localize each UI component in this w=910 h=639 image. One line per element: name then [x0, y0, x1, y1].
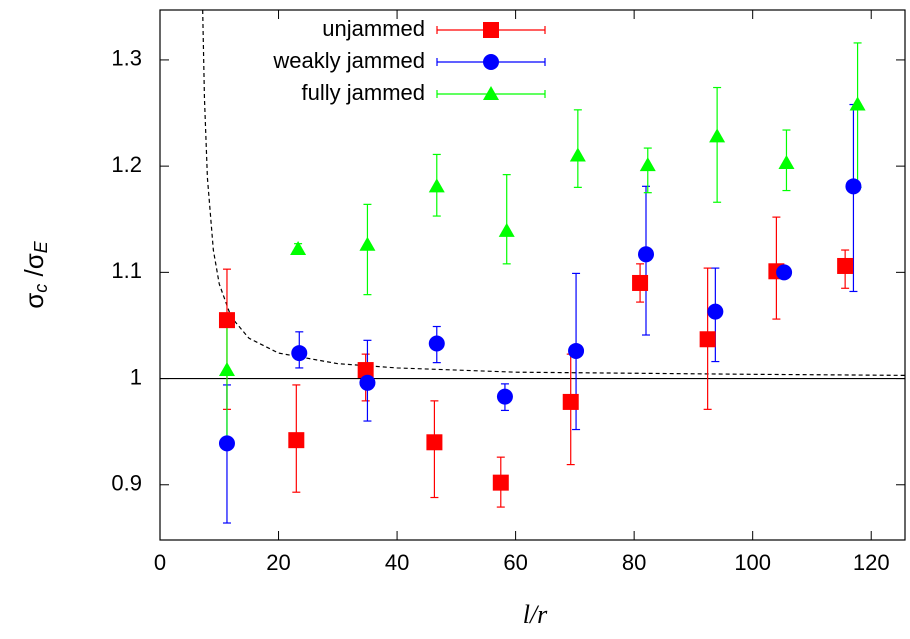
error-bar: [853, 42, 862, 188]
x-tick-label: 40: [385, 550, 409, 575]
x-tick-label: 80: [622, 550, 646, 575]
marker: [288, 432, 305, 449]
y-label-part: σ: [19, 293, 49, 309]
marker: [218, 362, 235, 377]
marker: [707, 303, 724, 320]
marker: [637, 246, 654, 263]
x-axis-label: l/r: [523, 600, 548, 629]
marker: [568, 342, 585, 359]
x-label-part: l: [523, 600, 530, 629]
x-tick-label: 120: [853, 550, 890, 575]
error-bar: [222, 319, 231, 441]
legend-label: unjammed: [322, 16, 425, 41]
x-label-part: /: [528, 600, 540, 629]
legend-marker: [483, 22, 499, 38]
marker: [426, 434, 443, 451]
marker: [849, 96, 866, 111]
marker: [357, 362, 374, 379]
y-tick-label: 1.3: [111, 46, 142, 71]
legend-label: fully jammed: [302, 80, 425, 105]
y-label-part: c: [31, 284, 51, 293]
legend-marker: [483, 86, 499, 100]
plot-area: [160, 10, 905, 524]
marker: [496, 388, 513, 405]
marker: [428, 178, 445, 193]
marker: [632, 274, 649, 291]
marker: [428, 335, 445, 352]
marker: [699, 331, 716, 348]
error-bar: [502, 174, 511, 265]
legend-label: weakly jammed: [272, 48, 425, 73]
marker: [498, 222, 515, 237]
x-tick-label: 60: [503, 550, 527, 575]
marker: [845, 178, 862, 195]
error-bar: [713, 86, 722, 203]
marker: [290, 240, 307, 255]
x-tick-label: 100: [734, 550, 771, 575]
y-label-part: E: [31, 240, 51, 253]
marker: [218, 435, 235, 452]
y-tick-label: 0.9: [111, 471, 142, 496]
y-axis-label: σc /σE: [19, 240, 51, 309]
marker: [776, 264, 793, 281]
y-tick-label: 1.2: [111, 152, 142, 177]
marker: [709, 128, 726, 143]
plot-frame: [159, 9, 906, 541]
marker: [218, 312, 235, 329]
marker: [639, 157, 656, 172]
fit-curve: [202, 10, 905, 376]
legend-marker: [483, 54, 499, 70]
marker: [569, 147, 586, 162]
marker: [359, 374, 376, 391]
marker: [837, 257, 854, 274]
marker: [778, 154, 795, 169]
marker: [562, 393, 579, 410]
marker: [492, 474, 509, 491]
y-tick-label: 1: [130, 364, 142, 389]
marker: [291, 345, 308, 362]
x-tick-label: 20: [266, 550, 290, 575]
marker: [359, 236, 376, 251]
y-tick-label: 1.1: [111, 258, 142, 283]
x-tick-label: 0: [154, 550, 166, 575]
x-label-part: r: [537, 600, 548, 629]
y-label-part: /σ: [19, 253, 49, 284]
